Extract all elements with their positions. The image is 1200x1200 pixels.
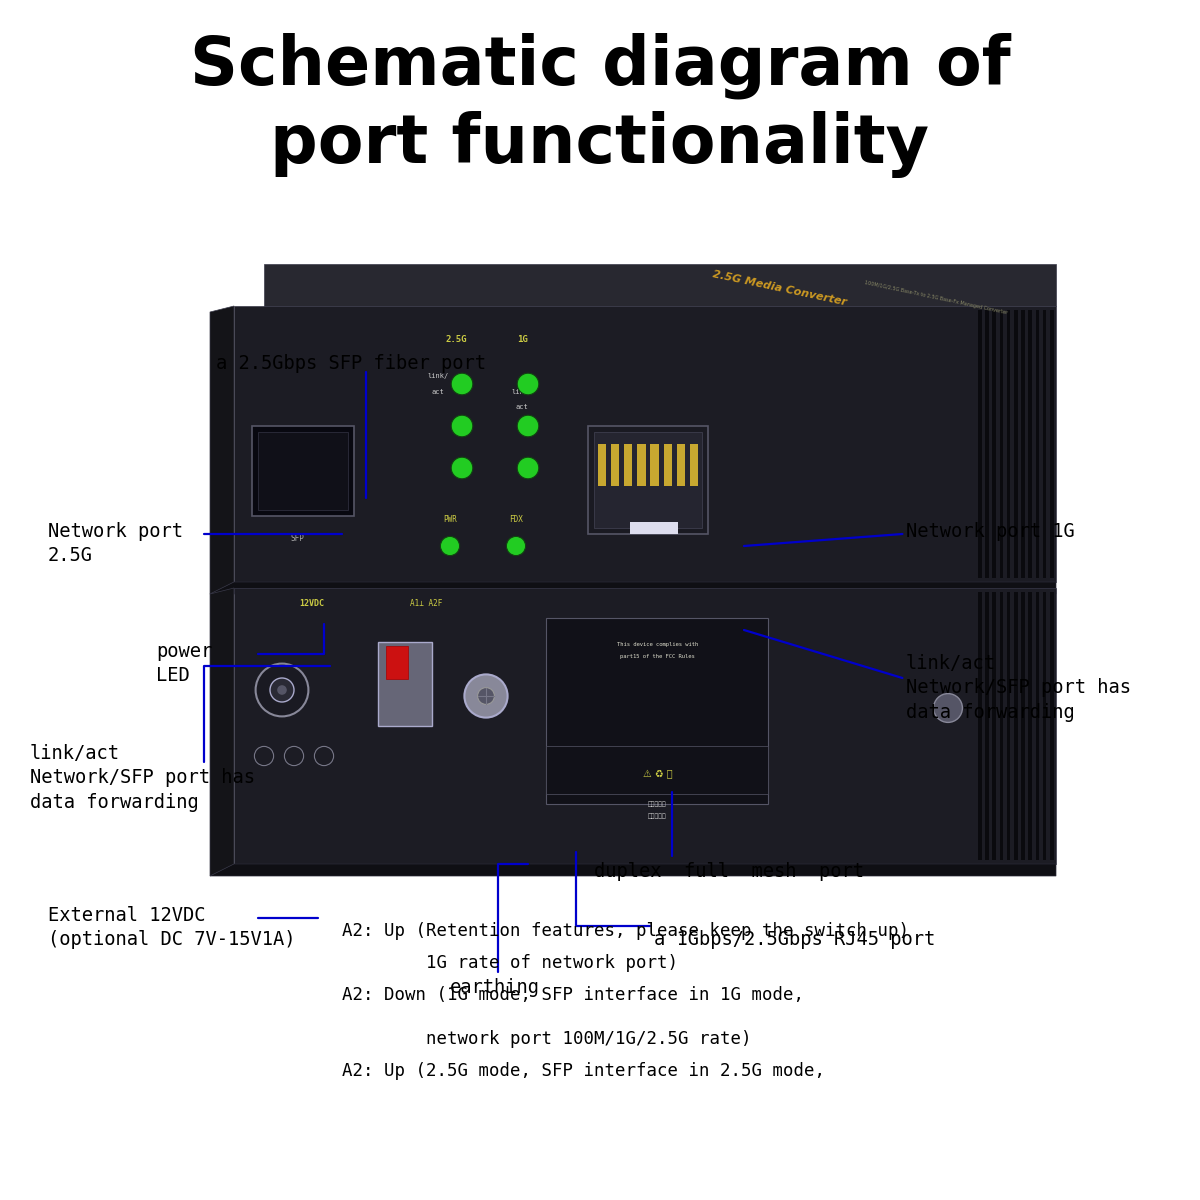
Bar xyxy=(1000,310,1003,578)
Text: link/: link/ xyxy=(511,389,533,395)
Text: part15 of the FCC Rules: part15 of the FCC Rules xyxy=(620,654,695,659)
Text: Network port
2.5G: Network port 2.5G xyxy=(48,522,182,565)
Bar xyxy=(1043,592,1046,860)
Circle shape xyxy=(256,664,308,716)
Text: 2.5G Media Converter: 2.5G Media Converter xyxy=(712,269,848,307)
Bar xyxy=(1050,310,1054,578)
Text: ⚠ ♻ ⓘ: ⚠ ♻ ⓘ xyxy=(643,769,672,780)
Text: 1G: 1G xyxy=(517,335,527,344)
Circle shape xyxy=(478,688,494,704)
Text: a 2.5Gbps SFP fiber port: a 2.5Gbps SFP fiber port xyxy=(216,354,486,373)
Bar xyxy=(985,310,989,578)
Text: A1⊥ A2F: A1⊥ A2F xyxy=(410,599,442,608)
Bar xyxy=(1050,592,1054,860)
Bar xyxy=(1028,592,1032,860)
Bar xyxy=(588,426,708,534)
Text: FDX: FDX xyxy=(509,515,523,524)
Text: 功能自恢机: 功能自恢机 xyxy=(648,802,667,808)
Text: port functionality: port functionality xyxy=(270,110,930,178)
Bar xyxy=(1021,592,1025,860)
Text: network port 100M/1G/2.5G rate): network port 100M/1G/2.5G rate) xyxy=(342,1030,751,1048)
Bar xyxy=(978,310,982,578)
Bar xyxy=(677,444,685,486)
Bar xyxy=(598,444,606,486)
Text: earthing: earthing xyxy=(450,978,540,997)
Text: 2.5G: 2.5G xyxy=(445,335,467,344)
Text: 1G rate of network port): 1G rate of network port) xyxy=(342,954,678,972)
Text: power
LED: power LED xyxy=(156,642,212,685)
Circle shape xyxy=(451,373,473,395)
Circle shape xyxy=(517,415,539,437)
Circle shape xyxy=(451,415,473,437)
Text: Network port 1G: Network port 1G xyxy=(906,522,1075,541)
Text: link/act
Network/SFP port has
data forwarding: link/act Network/SFP port has data forwa… xyxy=(30,744,256,811)
Circle shape xyxy=(277,685,287,695)
Bar xyxy=(594,432,702,528)
Circle shape xyxy=(464,674,508,718)
Bar xyxy=(258,432,348,510)
Text: duplex  full  mesh  port: duplex full mesh port xyxy=(594,862,864,881)
Bar xyxy=(252,426,354,516)
Bar xyxy=(1007,592,1010,860)
Bar xyxy=(1014,592,1018,860)
Bar xyxy=(690,444,698,486)
Bar xyxy=(650,444,659,486)
Polygon shape xyxy=(234,588,1056,864)
Bar xyxy=(992,310,996,578)
Polygon shape xyxy=(264,264,1056,306)
Circle shape xyxy=(440,536,460,556)
Text: a 1Gbps/2.5Gbps RJ45 port: a 1Gbps/2.5Gbps RJ45 port xyxy=(654,930,935,949)
Circle shape xyxy=(270,678,294,702)
Text: link/act
Network/SFP port has
data forwarding: link/act Network/SFP port has data forwa… xyxy=(906,654,1132,721)
Text: act: act xyxy=(432,389,444,395)
Bar xyxy=(985,592,989,860)
Bar xyxy=(1000,592,1003,860)
Bar xyxy=(1043,310,1046,578)
Text: Schematic diagram of: Schematic diagram of xyxy=(190,32,1010,100)
Polygon shape xyxy=(210,582,1056,594)
Text: A2: Up (Retention features, please keep the switch up): A2: Up (Retention features, please keep … xyxy=(342,922,910,940)
Polygon shape xyxy=(234,306,1056,582)
Bar xyxy=(386,646,408,679)
Text: SFP: SFP xyxy=(290,534,305,542)
Bar xyxy=(624,444,632,486)
Polygon shape xyxy=(210,864,1056,876)
Circle shape xyxy=(934,694,962,722)
Text: This device complies with: This device complies with xyxy=(617,642,698,647)
Bar xyxy=(611,444,619,486)
Bar xyxy=(992,592,996,860)
Circle shape xyxy=(451,457,473,479)
Text: A2: Up (2.5G mode, SFP interface in 2.5G mode,: A2: Up (2.5G mode, SFP interface in 2.5G… xyxy=(342,1062,826,1080)
Polygon shape xyxy=(210,306,234,594)
Text: PWR: PWR xyxy=(443,515,457,524)
Bar xyxy=(630,522,678,534)
Bar xyxy=(1007,310,1010,578)
Bar xyxy=(546,618,768,804)
Circle shape xyxy=(517,373,539,395)
Bar xyxy=(664,444,672,486)
Text: link/: link/ xyxy=(427,373,449,379)
Text: A2: Down (1G mode, SFP interface in 1G mode,: A2: Down (1G mode, SFP interface in 1G m… xyxy=(342,986,804,1004)
Text: 12VDC: 12VDC xyxy=(300,599,324,608)
Circle shape xyxy=(506,536,526,556)
Bar xyxy=(1028,310,1032,578)
Polygon shape xyxy=(210,588,234,876)
Bar xyxy=(1036,592,1039,860)
Bar xyxy=(1014,310,1018,578)
Bar xyxy=(1021,310,1025,578)
Bar xyxy=(978,592,982,860)
Bar xyxy=(637,444,646,486)
Text: act: act xyxy=(516,404,528,410)
Circle shape xyxy=(517,457,539,479)
Text: External 12VDC
(optional DC 7V-15V1A): External 12VDC (optional DC 7V-15V1A) xyxy=(48,906,295,949)
Bar xyxy=(378,642,432,726)
Text: 100M/1G/2.5G Base-Tx to 2.5G Base-Fx Managed Converter: 100M/1G/2.5G Base-Tx to 2.5G Base-Fx Man… xyxy=(864,280,1008,316)
Bar xyxy=(1036,310,1039,578)
Text: 勿自行保修: 勿自行保修 xyxy=(648,814,667,820)
Bar xyxy=(546,746,768,794)
